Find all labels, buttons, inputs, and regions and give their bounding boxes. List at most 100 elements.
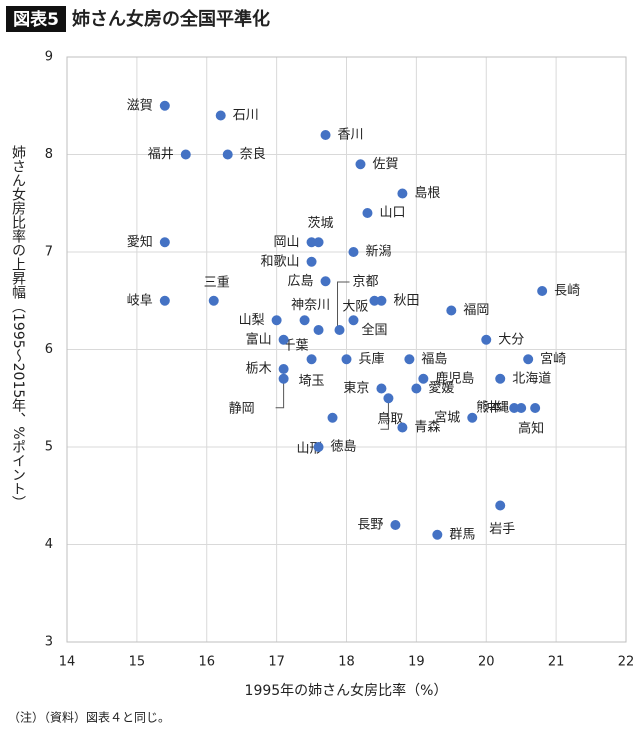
- point: [306, 354, 317, 365]
- point: [278, 364, 289, 374]
- point-label: 鳥取: [377, 412, 403, 427]
- point-label: 宮崎: [540, 351, 566, 367]
- point-label: 島根: [414, 186, 440, 201]
- point: [397, 422, 408, 433]
- point: [278, 334, 289, 345]
- point-label: 福島: [421, 352, 447, 367]
- point-label: 奈良: [240, 146, 266, 162]
- point: [446, 305, 457, 316]
- point-label: 秋田: [393, 293, 419, 308]
- point-label: 福岡: [463, 303, 489, 318]
- point: [362, 208, 373, 218]
- point-label: 徳島: [331, 440, 357, 455]
- y-tick-label: 8: [45, 147, 53, 162]
- point: [306, 256, 317, 267]
- point: [369, 295, 380, 306]
- point: [404, 354, 415, 365]
- chart-title: 姉さん女房の全国平準化: [72, 8, 270, 30]
- point: [355, 159, 366, 170]
- leader-line: [380, 402, 389, 430]
- point-label: 三重: [204, 274, 230, 290]
- point-label: 京都: [353, 275, 379, 290]
- point-label: 佐賀: [372, 157, 398, 172]
- note: （注）（資料）図表４と同じ。: [8, 710, 170, 725]
- point-label: 青森: [414, 420, 440, 435]
- point-label: 栃木: [246, 362, 272, 377]
- point-label: 群馬: [449, 527, 475, 542]
- point-label: 神奈川: [291, 298, 330, 313]
- x-tick-label: 20: [478, 655, 495, 670]
- point: [313, 325, 324, 335]
- point: [495, 373, 506, 384]
- point-label: 岐阜: [127, 292, 153, 308]
- point: [299, 315, 310, 326]
- point: [180, 149, 191, 160]
- leader-line: [275, 382, 285, 409]
- point: [208, 295, 219, 306]
- point: [271, 315, 282, 326]
- y-tick-label: 5: [45, 440, 53, 455]
- point: [383, 393, 394, 404]
- point-label: 香川: [338, 128, 364, 143]
- x-tick-label: 18: [338, 655, 355, 670]
- point-label: 大分: [498, 332, 524, 347]
- point-label: 福井: [148, 147, 174, 162]
- x-tick-label: 17: [268, 655, 285, 670]
- point: [509, 403, 520, 413]
- point-label: 宮城: [434, 409, 460, 425]
- y-tick-label: 9: [45, 50, 53, 65]
- point-label: 東京: [343, 380, 369, 396]
- point-label: 和歌山: [261, 254, 300, 269]
- x-tick-label: 15: [129, 655, 146, 670]
- point-label: 愛媛: [428, 381, 454, 396]
- point: [467, 412, 478, 423]
- y-tick-label: 4: [45, 537, 53, 552]
- point: [341, 354, 352, 365]
- leader-line: [337, 281, 350, 326]
- point: [320, 276, 331, 287]
- point-label: 兵庫: [359, 352, 385, 367]
- point: [278, 373, 289, 384]
- point: [537, 286, 548, 296]
- point-label: 山梨: [239, 313, 265, 328]
- plot-frame: [66, 56, 627, 643]
- point: [159, 237, 170, 248]
- title-tag-box: [6, 6, 66, 32]
- x-tick-label: 16: [198, 655, 215, 670]
- point-label: 新潟: [365, 244, 391, 260]
- point-label: 石川: [233, 108, 259, 123]
- point: [159, 100, 170, 111]
- point-label: 愛知: [127, 234, 153, 250]
- point: [215, 110, 226, 121]
- y-tick-label: 6: [45, 342, 53, 357]
- point-label: 静岡: [229, 401, 255, 416]
- point: [411, 383, 422, 394]
- point: [432, 529, 443, 540]
- point: [348, 315, 359, 326]
- point-label: 鹿児島: [435, 370, 474, 386]
- y-axis-label: 姉さん女房比率の上昇幅（1995～2015年、%ポイント）: [10, 145, 26, 510]
- x-tick-label: 19: [408, 655, 425, 670]
- x-tick-label: 22: [618, 655, 635, 670]
- point: [397, 188, 408, 199]
- title-tag: 図表5: [13, 9, 59, 30]
- y-tick-label: 7: [45, 245, 53, 260]
- point: [327, 412, 338, 423]
- point: [348, 247, 359, 257]
- point-label: 熊本: [476, 400, 502, 416]
- point-label: 全国: [361, 322, 387, 338]
- x-axis-label: 1995年の姉さん女房比率（%）: [245, 682, 448, 699]
- point: [390, 520, 401, 530]
- point-label: 茨城: [308, 216, 334, 231]
- point: [159, 295, 170, 306]
- point: [516, 403, 527, 413]
- point-label: 千葉: [283, 339, 309, 354]
- point-label: 富山: [246, 331, 272, 347]
- point-label: 大阪: [342, 299, 368, 314]
- point-label: 滋賀: [127, 98, 153, 113]
- point-label: 広島: [288, 274, 314, 289]
- point: [313, 442, 324, 452]
- point: [495, 500, 506, 511]
- x-tick-label: 21: [548, 655, 565, 670]
